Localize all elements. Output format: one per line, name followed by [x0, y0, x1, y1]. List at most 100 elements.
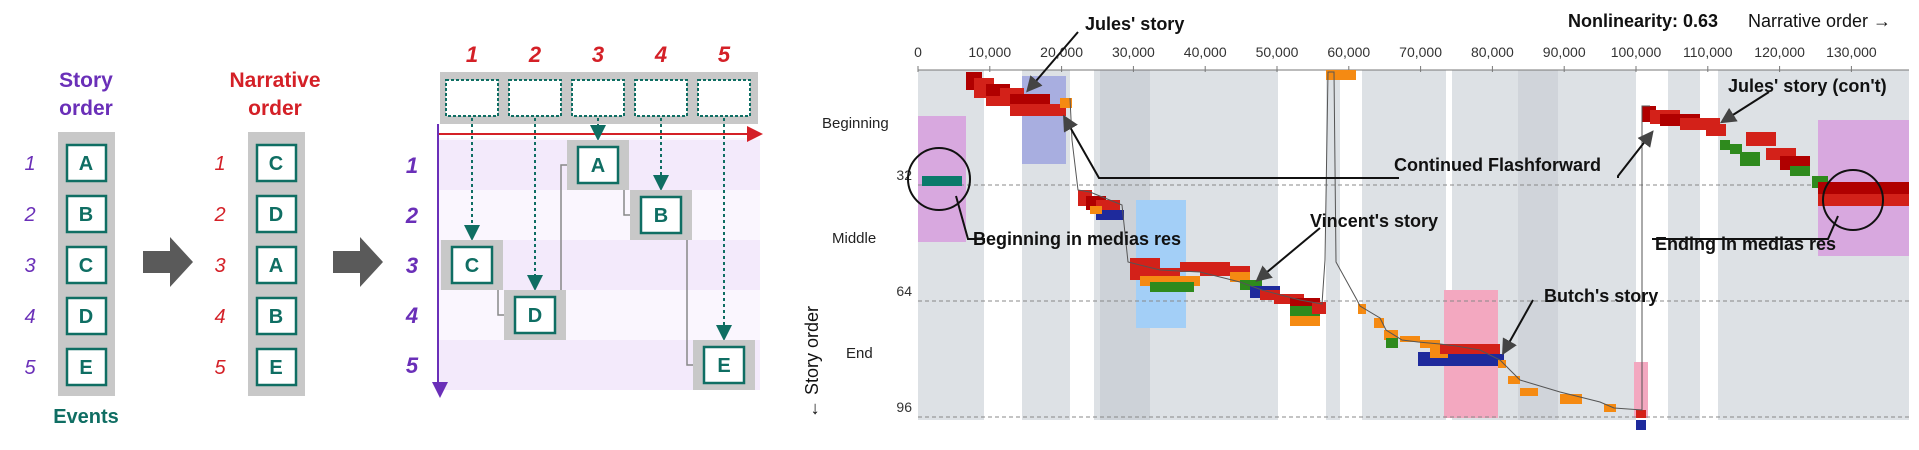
matrix-event-box	[513, 295, 557, 335]
event-segment	[1498, 360, 1506, 368]
y-tick-96: 96	[896, 399, 912, 415]
scene-band	[1362, 70, 1446, 420]
event-segment	[1140, 276, 1200, 286]
event-segment	[1790, 166, 1810, 176]
x-tick-label: 60,000	[1327, 44, 1370, 60]
event-segment	[1386, 338, 1398, 348]
matrix-event-label: C	[465, 255, 479, 277]
narrative-slot	[445, 79, 499, 117]
event-segment	[1312, 302, 1326, 314]
narrative-row-number: 3	[214, 255, 225, 277]
matrix-row-number: 5	[406, 353, 419, 378]
story-event-label: C	[79, 255, 93, 277]
matrix-event-label: B	[654, 205, 668, 227]
x-tick-label: 10,000	[968, 44, 1011, 60]
matrix-row-number: 2	[405, 203, 419, 228]
narrative-event-box	[255, 245, 298, 285]
matrix-event-box	[639, 195, 683, 235]
matrix-col-number: 3	[592, 42, 604, 67]
scene-bands	[918, 70, 1909, 420]
story-order-title-2: order	[59, 97, 113, 120]
story-narrative-matrix: 1 2 3 4 5 1 2 3 4 5 C D A B E	[405, 42, 763, 398]
event-segment	[1060, 98, 1072, 108]
narrative-slot	[571, 79, 625, 117]
narrative-event-box	[255, 143, 298, 183]
x-tick-label: 100,000	[1611, 44, 1662, 60]
scene-band	[1326, 70, 1340, 420]
x-tick-label: 80,000	[1471, 44, 1514, 60]
narrative-event-rows: 1 C 2 D 3 A 4 B 5 E	[213, 143, 298, 387]
event-segment	[1374, 318, 1384, 328]
x-tick-label: 50,000	[1256, 44, 1299, 60]
annotation-labels: Jules' story Jules' story (con't) Contin…	[973, 14, 1887, 306]
timeline-connector	[1069, 71, 1650, 411]
matrix-event-label: E	[717, 355, 730, 377]
region-jules-story	[1022, 76, 1066, 164]
story-event-rows: 1 A 2 B 3 C 4 D 5 E	[23, 143, 108, 387]
x-tick-label: 70,000	[1399, 44, 1442, 60]
event-segment	[1746, 132, 1776, 146]
narrative-event-label: A	[269, 255, 283, 277]
event-segment	[1520, 388, 1538, 396]
label-jules-story-cont: Jules' story (con't)	[1728, 76, 1887, 96]
right-panel: 0 10,000 20,000 30,000 40,000 50,000 60,000 70,…	[802, 11, 1909, 430]
narrative-row-number: 4	[214, 306, 225, 328]
scene-band-dark	[1518, 70, 1558, 420]
matrix-row-number: 4	[405, 303, 418, 328]
event-segment	[1636, 410, 1646, 418]
event-segment	[1384, 330, 1398, 340]
narrative-order-title-1: Narrative	[229, 69, 320, 92]
narrative-row-number: 1	[214, 153, 225, 175]
story-row-number: 3	[24, 255, 35, 277]
event-segment	[1290, 298, 1320, 308]
left-panel: Story order Narrative order 1 A 2 B 3 C 4 D 5 E 1…	[23, 42, 763, 428]
x-tick-label: 120,000	[1754, 44, 1805, 60]
event-segment	[1740, 152, 1760, 166]
narrative-slot	[634, 79, 688, 117]
event-segment	[1818, 194, 1909, 206]
narrative-order-title-2: order	[248, 97, 302, 120]
event-segment	[1230, 272, 1250, 282]
story-event-box	[65, 194, 108, 234]
story-row-number: 1	[24, 153, 35, 175]
event-segment	[1560, 394, 1582, 404]
narrative-event-box	[255, 194, 298, 234]
narrative-row-number: 5	[214, 357, 226, 379]
matrix-col-number: 4	[654, 42, 667, 67]
event-segment	[1150, 282, 1194, 292]
x-tick-label: 130,000	[1826, 44, 1877, 60]
narrative-order-axis-label: Narrative order →	[1748, 11, 1891, 31]
event-segment	[1720, 140, 1730, 150]
matrix-event-label: A	[591, 155, 605, 177]
event-segment	[1326, 70, 1356, 80]
event-segments	[922, 70, 1909, 430]
event-segment	[1706, 124, 1726, 136]
story-order-axis-label: ← Story order	[802, 306, 822, 418]
label-beginning-medias-res: Beginning in medias res	[973, 229, 1181, 249]
story-order-title-1: Story	[59, 69, 113, 92]
story-row-number: 2	[23, 204, 35, 226]
event-segment	[1240, 280, 1262, 290]
story-event-label: B	[79, 204, 93, 226]
section-end: End	[846, 345, 873, 362]
right-arrow-icon	[143, 237, 193, 287]
matrix-col-number: 1	[466, 42, 478, 67]
ending-medias-res-circle	[1822, 169, 1884, 231]
narrative-slot	[697, 79, 751, 117]
story-event-box	[65, 296, 108, 336]
matrix-event-label: D	[528, 305, 542, 327]
region-butch-end	[1634, 362, 1648, 418]
label-vincents-story: Vincent's story	[1310, 211, 1438, 231]
event-segment	[1604, 404, 1616, 412]
x-axis-ticks: 0 10,000 20,000 30,000 40,000 50,000 60,000 70,…	[914, 44, 1877, 72]
matrix-event-box	[576, 145, 620, 185]
event-segment	[1200, 266, 1250, 276]
event-segment	[1010, 104, 1066, 116]
story-event-box	[65, 245, 108, 285]
narrative-event-label: D	[269, 204, 283, 226]
event-segment	[1420, 340, 1440, 348]
x-tick-label: 40,000	[1184, 44, 1227, 60]
event-segment	[1090, 206, 1102, 214]
narrative-row-number: 2	[213, 204, 225, 226]
